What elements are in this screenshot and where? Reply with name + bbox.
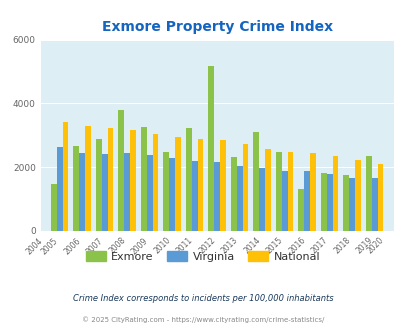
Bar	[220, 140, 226, 231]
Legend: Exmore, Virginia, National: Exmore, Virginia, National	[81, 247, 324, 267]
Bar	[102, 154, 107, 231]
Bar	[118, 111, 124, 231]
Bar	[320, 173, 326, 231]
Bar	[264, 149, 270, 231]
Bar	[365, 156, 371, 231]
Bar	[175, 137, 181, 231]
Bar	[169, 158, 175, 231]
Bar	[79, 153, 85, 231]
Bar	[343, 176, 348, 231]
Bar	[73, 146, 79, 231]
Bar	[147, 155, 152, 231]
Bar	[326, 174, 332, 231]
Bar	[259, 168, 264, 231]
Bar	[191, 161, 197, 231]
Title: Exmore Property Crime Index: Exmore Property Crime Index	[101, 20, 332, 34]
Bar	[130, 130, 136, 231]
Bar	[51, 184, 57, 231]
Bar	[303, 171, 309, 231]
Bar	[197, 140, 203, 231]
Bar	[85, 126, 91, 231]
Bar	[208, 66, 214, 231]
Bar	[275, 152, 281, 231]
Text: Crime Index corresponds to incidents per 100,000 inhabitants: Crime Index corresponds to incidents per…	[72, 294, 333, 303]
Bar	[287, 151, 293, 231]
Bar	[141, 127, 147, 231]
Text: © 2025 CityRating.com - https://www.cityrating.com/crime-statistics/: © 2025 CityRating.com - https://www.city…	[82, 316, 323, 323]
Bar	[124, 152, 130, 231]
Bar	[377, 164, 383, 231]
Bar	[185, 128, 191, 231]
Bar	[354, 159, 360, 231]
Bar	[214, 162, 220, 231]
Bar	[348, 178, 354, 231]
Bar	[152, 134, 158, 231]
Bar	[371, 178, 377, 231]
Bar	[230, 157, 236, 231]
Bar	[62, 122, 68, 231]
Bar	[298, 189, 303, 231]
Bar	[57, 148, 62, 231]
Bar	[281, 171, 287, 231]
Bar	[163, 152, 169, 231]
Bar	[253, 132, 259, 231]
Bar	[332, 156, 338, 231]
Bar	[309, 152, 315, 231]
Bar	[96, 139, 102, 231]
Bar	[242, 144, 248, 231]
Bar	[236, 166, 242, 231]
Bar	[107, 128, 113, 231]
